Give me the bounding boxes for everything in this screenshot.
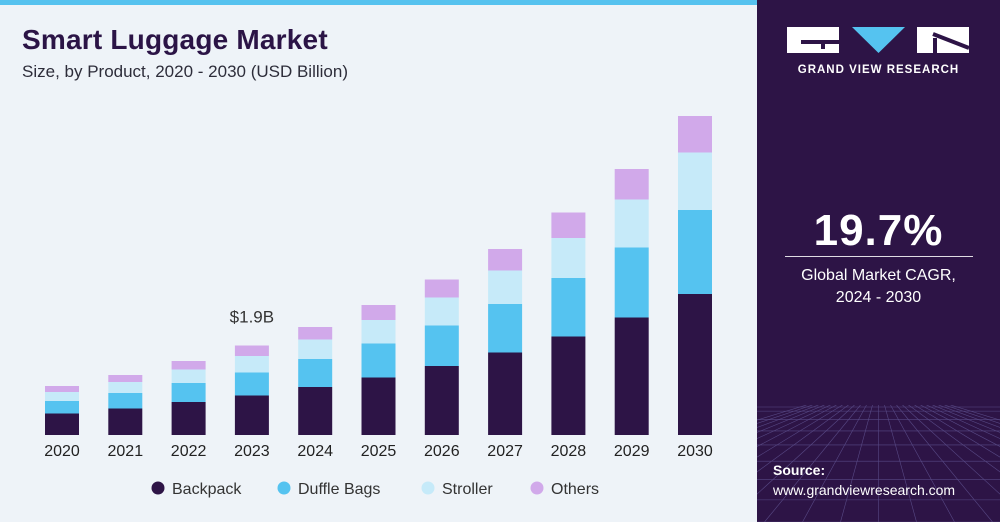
x-tick-label: 2029 <box>614 443 650 460</box>
bar-2020-duffle-bags <box>45 401 79 414</box>
bar-2025-backpack <box>361 377 396 435</box>
x-tick-label: 2024 <box>297 443 333 460</box>
cagr-divider <box>785 256 973 257</box>
bar-2025-duffle-bags <box>361 343 396 378</box>
legend-marker <box>277 481 291 495</box>
bar-2020-backpack <box>45 413 79 435</box>
bar-2027-others <box>488 249 523 271</box>
bar-2024-backpack <box>298 387 333 435</box>
bar-2027-stroller <box>488 270 523 304</box>
bar-2030-duffle-bags <box>678 210 712 294</box>
legend-label: Backpack <box>172 481 242 498</box>
x-tick-label: 2027 <box>487 443 523 460</box>
bar-2029-stroller <box>614 199 649 248</box>
bar-2027-duffle-bags <box>488 304 523 353</box>
bar-2029-others <box>614 169 649 200</box>
grand-view-research-logo <box>787 27 970 53</box>
bar-2030-stroller <box>678 152 712 210</box>
bar-2026-others <box>424 279 459 298</box>
bar-2024-duffle-bags <box>298 359 333 387</box>
bar-2023-others <box>234 345 269 356</box>
cagr-label: Global Market CAGR, 2024 - 2030 <box>757 265 1000 309</box>
legend-marker <box>151 481 165 495</box>
bar-2022-duffle-bags <box>171 383 206 402</box>
bar-2026-duffle-bags <box>424 325 459 366</box>
bar-2027-backpack <box>488 352 523 435</box>
source-link[interactable]: www.grandviewresearch.com <box>773 482 956 498</box>
bar-2028-stroller <box>551 238 586 278</box>
x-tick-label: 2025 <box>361 443 397 460</box>
accent-bar <box>0 0 757 5</box>
bar-2023-duffle-bags <box>234 372 269 396</box>
bar-2022-backpack <box>171 402 206 435</box>
bar-2030-backpack <box>678 294 712 435</box>
perspective-grid-decoration <box>757 405 1000 522</box>
bar-2028-backpack <box>551 336 586 435</box>
bar-2026-stroller <box>424 297 459 326</box>
bar-2028-duffle-bags <box>551 278 586 337</box>
source-label: Source: <box>773 462 826 478</box>
legend-label: Others <box>551 481 599 498</box>
bar-2024-stroller <box>298 339 333 359</box>
cagr-label-line2: 2024 - 2030 <box>835 289 922 306</box>
bar-2021-others <box>108 375 143 382</box>
chart-title: Smart Luggage Market <box>22 24 328 55</box>
legend-label: Duffle Bags <box>298 481 380 498</box>
bar-2023-backpack <box>234 395 269 435</box>
x-tick-label: 2022 <box>171 443 207 460</box>
stacked-bar-chart: 2020 2021 2022 2023 2024 2025 2026 2027 2028 2029… <box>44 116 713 498</box>
bar-2021-duffle-bags <box>108 393 143 409</box>
bar-2030-others <box>678 116 712 153</box>
bar-2020-others <box>45 386 79 392</box>
bar-2025-others <box>361 305 396 320</box>
x-tick-label: 2021 <box>108 443 144 460</box>
x-tick-label: 2028 <box>551 443 587 460</box>
chart-panel: Smart Luggage Market Size, by Product, 2… <box>0 0 757 522</box>
legend-marker <box>421 481 435 495</box>
bar-2029-duffle-bags <box>614 247 649 318</box>
bar-2020-stroller <box>45 392 79 401</box>
bar-2021-backpack <box>108 408 143 435</box>
bar-2022-stroller <box>171 369 206 383</box>
bar-2029-backpack <box>614 317 649 435</box>
x-tick-label: 2026 <box>424 443 460 460</box>
bar-2021-stroller <box>108 382 143 393</box>
cagr-value: 19.7% <box>813 206 944 255</box>
bar-2026-backpack <box>424 366 459 435</box>
legend-label: Stroller <box>442 481 493 498</box>
bar-2023-stroller <box>234 356 269 373</box>
x-tick-label: 2023 <box>234 443 270 460</box>
brand-panel: GRAND VIEW RESEARCH 19.7% Global Market … <box>757 0 1000 522</box>
x-tick-label: 2020 <box>44 443 80 460</box>
bar-2022-others <box>171 361 206 370</box>
brand-name: GRAND VIEW RESEARCH <box>797 64 960 76</box>
legend-marker <box>530 481 544 495</box>
data-label-annotation: $1.9B <box>230 308 274 327</box>
bar-2024-others <box>298 327 333 340</box>
x-tick-label: 2030 <box>677 443 713 460</box>
cagr-label-line1: Global Market CAGR, <box>801 267 956 284</box>
bar-2028-others <box>551 212 586 238</box>
chart-subtitle: Size, by Product, 2020 - 2030 (USD Billi… <box>22 62 348 81</box>
bar-2025-stroller <box>361 320 396 344</box>
